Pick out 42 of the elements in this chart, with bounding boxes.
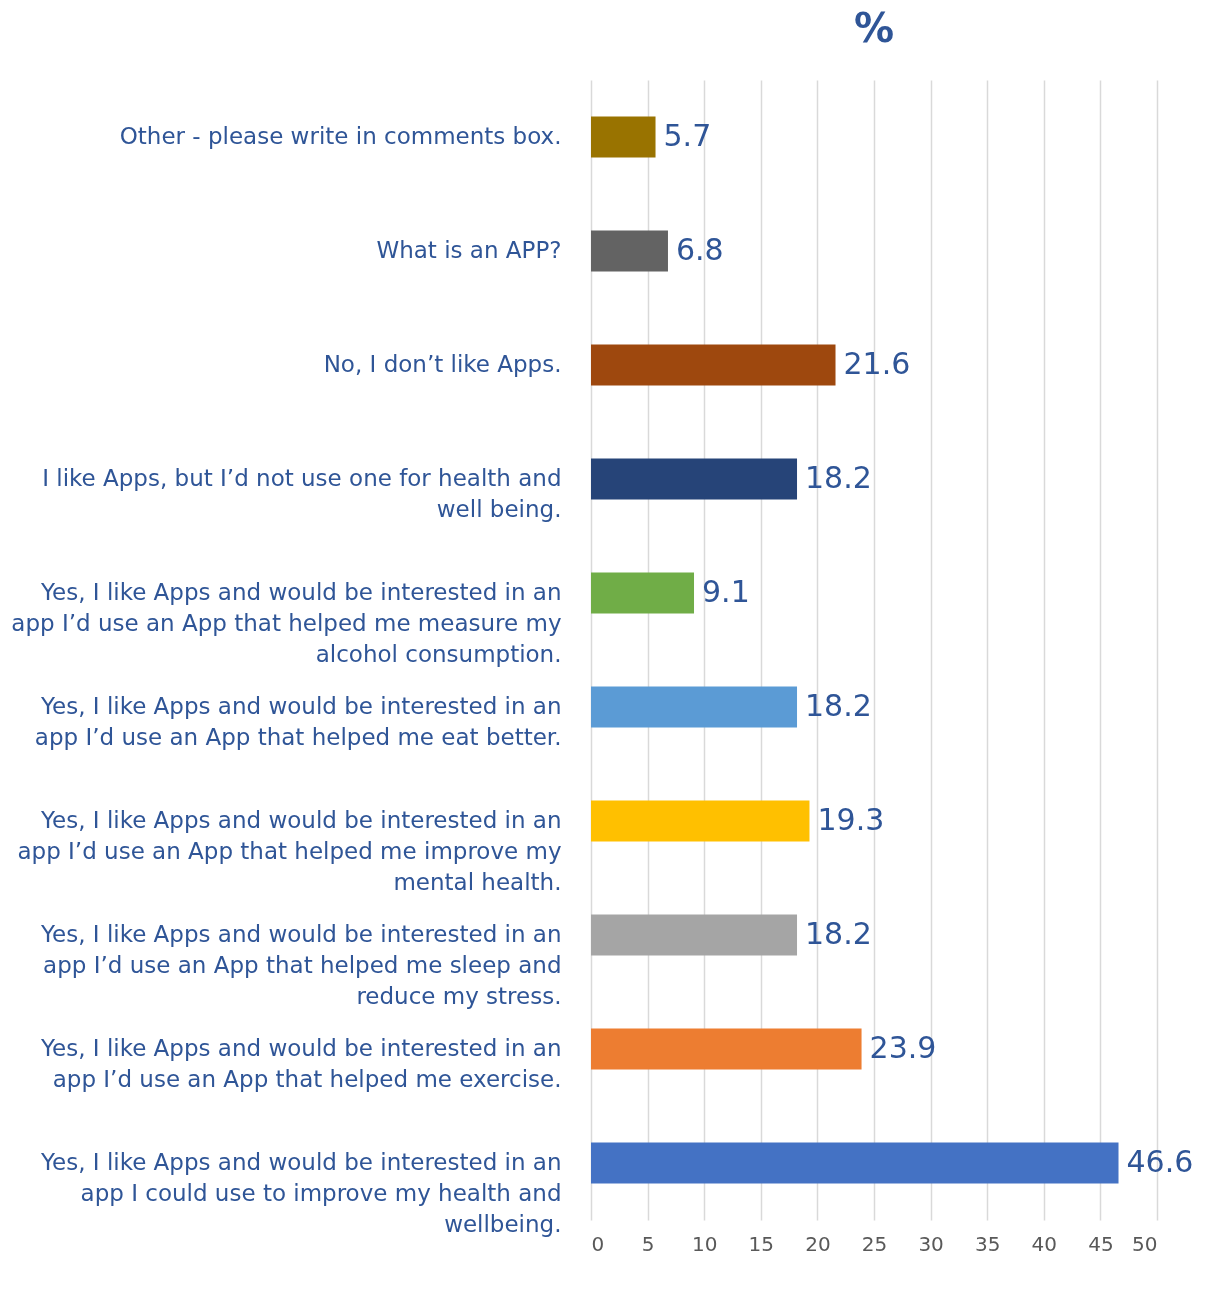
x-tick-label: 25 (861, 1231, 888, 1256)
data-label: 18.2 (805, 688, 872, 723)
bar (591, 230, 668, 272)
y-tick-label: Yes, I like Apps and would be interested in an app I’d use an App that helped me eat better. (34, 693, 562, 750)
data-label: 18.2 (805, 460, 872, 495)
x-tick-label: 10 (691, 1231, 718, 1256)
data-label: 19.3 (817, 802, 885, 837)
y-tick-label: Yes, I like Apps and would be interested in an app I’d use an App that helped me improve my mental health. (17, 807, 562, 895)
bar (591, 116, 656, 158)
bar (591, 1028, 862, 1070)
y-tick-label: I like Apps, but I’d not use one for health and well being. (42, 465, 562, 522)
data-label: 23.9 (869, 1030, 937, 1065)
x-tick-label: 35 (974, 1231, 1001, 1256)
x-tick-label: 45 (1088, 1231, 1114, 1256)
bar (591, 344, 836, 386)
data-label: 9.1 (702, 574, 750, 609)
data-label: 5.7 (663, 118, 712, 153)
bar (591, 458, 798, 500)
data-label: 6.8 (675, 232, 724, 267)
y-tick-label: Yes, I like Apps and would be interested in an app I’d use an App that helped me exercise. (40, 1035, 562, 1092)
x-tick-label: 5 (641, 1231, 655, 1256)
bar (591, 1142, 1119, 1184)
y-tick-label: Yes, I like Apps and would be interested in an app I’d use an App that helped me measure my alcohol consumption. (11, 579, 562, 667)
y-tick-label: Yes, I like Apps and would be interested in an app I’d use an App that helped me sleep and reduce my stress. (40, 921, 562, 1009)
data-label: 18.2 (805, 916, 872, 951)
bar (591, 800, 810, 842)
data-label: 21.6 (843, 346, 911, 381)
x-tick-label: 40 (1031, 1231, 1058, 1256)
x-tick-label: 0 (591, 1231, 605, 1256)
x-tick-label: 50 (1132, 1231, 1158, 1256)
x-tick-label: 15 (748, 1231, 775, 1256)
bar (591, 686, 798, 728)
x-tick-label: 30 (918, 1231, 944, 1256)
data-label: 46.6 (1126, 1144, 1194, 1179)
y-tick-label: What is an APP? (376, 237, 562, 263)
x-tick-label: 20 (805, 1231, 831, 1256)
y-tick-label: No, I don’t like Apps. (323, 351, 562, 377)
bar (591, 914, 798, 956)
bar (591, 572, 695, 614)
chart-title: % (853, 5, 895, 51)
y-tick-label: Yes, I like Apps and would be interested in an app I could use to improve my health and wellbeing. (40, 1149, 562, 1237)
y-tick-label: Other - please write in comments box. (119, 123, 562, 149)
